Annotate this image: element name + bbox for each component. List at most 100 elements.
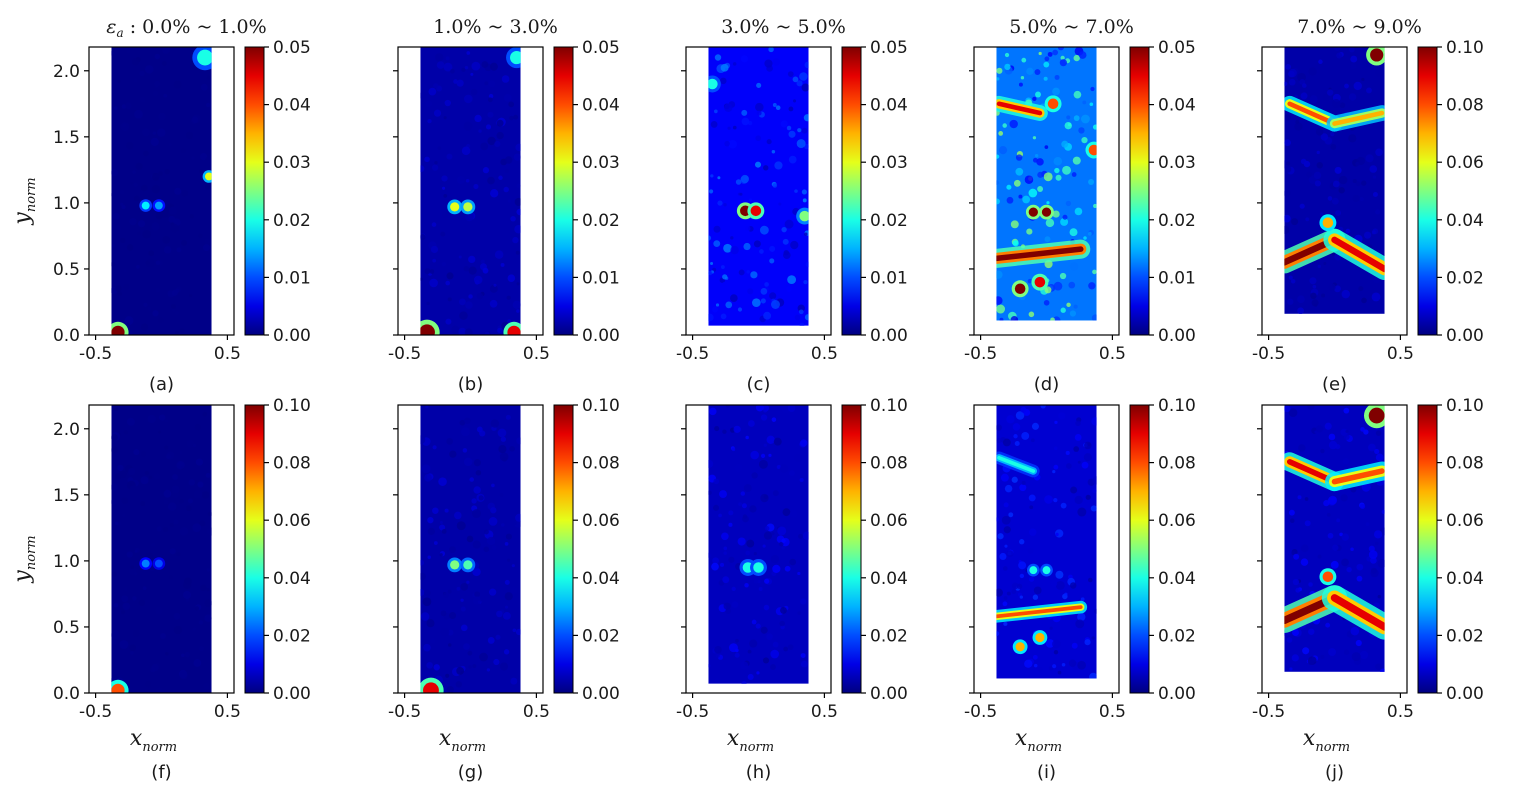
x-tick-label: 0.5 bbox=[1387, 702, 1414, 722]
x-tick-label: -0.5 bbox=[964, 344, 997, 364]
axes-frame bbox=[973, 46, 1120, 336]
x-axis-label: xnorm bbox=[439, 726, 486, 755]
panel-label-j: (j) bbox=[1325, 762, 1344, 783]
colorbar-tick-label: 0.03 bbox=[582, 153, 620, 173]
y-axis-label: ynorm bbox=[10, 177, 39, 225]
panel-label-d: (d) bbox=[1034, 374, 1059, 395]
hotspot bbox=[450, 560, 460, 570]
x-tick-label: 0.5 bbox=[523, 344, 550, 364]
colorbar-tick-label: 0.08 bbox=[1446, 96, 1484, 116]
hotspot bbox=[1029, 566, 1038, 575]
strain-field-d bbox=[996, 47, 1097, 321]
panel-label-a: (a) bbox=[149, 374, 174, 395]
panel-e: -0.5 0.5 0.00 0.02 0.04 0.06 0.08 0.10 7.0% ~ 9.… bbox=[1252, 16, 1484, 395]
axes-frame bbox=[1261, 404, 1408, 694]
colorbar-tick-label: 0.02 bbox=[582, 626, 620, 646]
hotspot bbox=[463, 560, 473, 570]
hotspot bbox=[154, 559, 163, 568]
colorbar-tick-label: 0.00 bbox=[582, 684, 620, 704]
shear-band bbox=[1287, 101, 1337, 126]
hotspot bbox=[450, 202, 460, 212]
colorbar-tick-label: 0.05 bbox=[1158, 38, 1196, 58]
x-tick-label: 0.5 bbox=[1387, 344, 1414, 364]
y-tick-label: 0.0 bbox=[53, 684, 80, 704]
axes-frame bbox=[1261, 46, 1408, 336]
hotspot bbox=[204, 172, 212, 181]
hotspot bbox=[141, 559, 150, 568]
hotspot bbox=[154, 201, 163, 210]
colorbar-tick-label: 0.10 bbox=[870, 396, 908, 416]
strain-field-i bbox=[996, 405, 1097, 679]
y-tick-label: 1.5 bbox=[53, 486, 80, 506]
panel-f: -0.5 0.5 0.0 0.5 1.0 1.5 2.0 0.00 0.02 0.04 0.06 0.… bbox=[10, 396, 311, 783]
colorbar-tick-label: 0.04 bbox=[582, 569, 620, 589]
strain-field-e bbox=[1284, 47, 1385, 314]
specimen-h bbox=[708, 405, 809, 684]
panel-d: -0.5 0.5 0.00 0.01 0.02 0.03 0.04 0.05 5.0% ~ 7.… bbox=[964, 16, 1196, 395]
hotspot bbox=[750, 205, 762, 217]
hotspot bbox=[1034, 276, 1046, 288]
hotspot bbox=[420, 324, 435, 335]
specimen-a bbox=[111, 47, 212, 335]
y-tick-label: 1.0 bbox=[53, 194, 80, 214]
colorbar-tick-label: 0.04 bbox=[1446, 569, 1484, 589]
colorbar-tick-label: 0.06 bbox=[870, 511, 908, 531]
colorbar-tick-label: 0.06 bbox=[1446, 511, 1484, 531]
colorbar-tick-label: 0.04 bbox=[273, 96, 311, 116]
specimen-i bbox=[996, 405, 1097, 679]
strain-field-h bbox=[708, 405, 809, 684]
colorbar-tick-label: 0.02 bbox=[582, 211, 620, 231]
colorbar-tick-label: 0.02 bbox=[1446, 268, 1484, 288]
x-tick-label: 0.5 bbox=[811, 702, 838, 722]
colorbar-tick-label: 0.06 bbox=[1446, 153, 1484, 173]
strain-field-b bbox=[420, 47, 521, 335]
y-tick-label: 2.0 bbox=[53, 420, 80, 440]
hotspot bbox=[708, 78, 718, 90]
colorbar-tick-label: 0.00 bbox=[1446, 326, 1484, 346]
axes-frame bbox=[88, 46, 235, 336]
shear-band bbox=[1330, 594, 1385, 631]
colorbar-tick-label: 0.05 bbox=[870, 38, 908, 58]
colorbar-tick-label: 0.06 bbox=[582, 511, 620, 531]
x-tick-label: -0.5 bbox=[676, 702, 709, 722]
colorbar-tick-label: 0.02 bbox=[273, 211, 311, 231]
shear-band bbox=[996, 605, 1083, 619]
colorbar-tick-label: 0.04 bbox=[273, 569, 311, 589]
colorbar-tick-label: 0.06 bbox=[273, 511, 311, 531]
hotspot bbox=[111, 683, 125, 693]
panel-title-b: 1.0% ~ 3.0% bbox=[433, 16, 558, 38]
hotspot bbox=[111, 325, 125, 335]
hotspot bbox=[799, 210, 809, 222]
colorbar-tick-label: 0.08 bbox=[273, 454, 311, 474]
colorbar-tick-label: 0.10 bbox=[273, 396, 311, 416]
y-tick-label: 0.0 bbox=[53, 326, 80, 346]
shear-band bbox=[1332, 110, 1385, 126]
colorbar-tick-label: 0.08 bbox=[1158, 454, 1196, 474]
hotspot bbox=[1041, 207, 1052, 217]
colorbar-tick-label: 0.00 bbox=[1158, 326, 1196, 346]
hotspot bbox=[1047, 98, 1059, 110]
colorbar-tick-label: 0.05 bbox=[582, 38, 620, 58]
shear-band bbox=[1331, 236, 1385, 273]
x-tick-label: 0.5 bbox=[811, 344, 838, 364]
colorbar-tick-label: 0.05 bbox=[273, 38, 311, 58]
strain-field-g bbox=[420, 405, 521, 693]
panel-g: -0.5 0.5 0.00 0.02 0.04 0.06 0.08 0.10 xnorm (g) bbox=[388, 396, 620, 783]
panel-label-f: (f) bbox=[151, 762, 171, 783]
hotspot bbox=[1035, 632, 1045, 643]
hotspot bbox=[1015, 642, 1025, 652]
hotspot bbox=[1042, 566, 1051, 575]
colorbar-tick-label: 0.02 bbox=[870, 211, 908, 231]
panel-label-g: (g) bbox=[458, 762, 483, 783]
x-tick-label: 0.5 bbox=[214, 702, 241, 722]
panel-h: -0.5 0.5 0.00 0.02 0.04 0.06 0.08 0.10 xnorm (h) bbox=[676, 396, 908, 783]
axes-frame bbox=[685, 46, 832, 336]
shear-band bbox=[996, 246, 1084, 262]
panel-title-d: 5.0% ~ 7.0% bbox=[1009, 16, 1134, 38]
colorbar-g bbox=[553, 404, 574, 694]
x-tick-label: 0.5 bbox=[1099, 702, 1126, 722]
colorbar-tick-label: 0.00 bbox=[1158, 684, 1196, 704]
colorbar-tick-label: 0.04 bbox=[1158, 96, 1196, 116]
panel-b: -0.5 0.5 0.00 0.01 0.02 0.03 0.04 0.05 1.0% ~ 3.… bbox=[388, 16, 620, 395]
